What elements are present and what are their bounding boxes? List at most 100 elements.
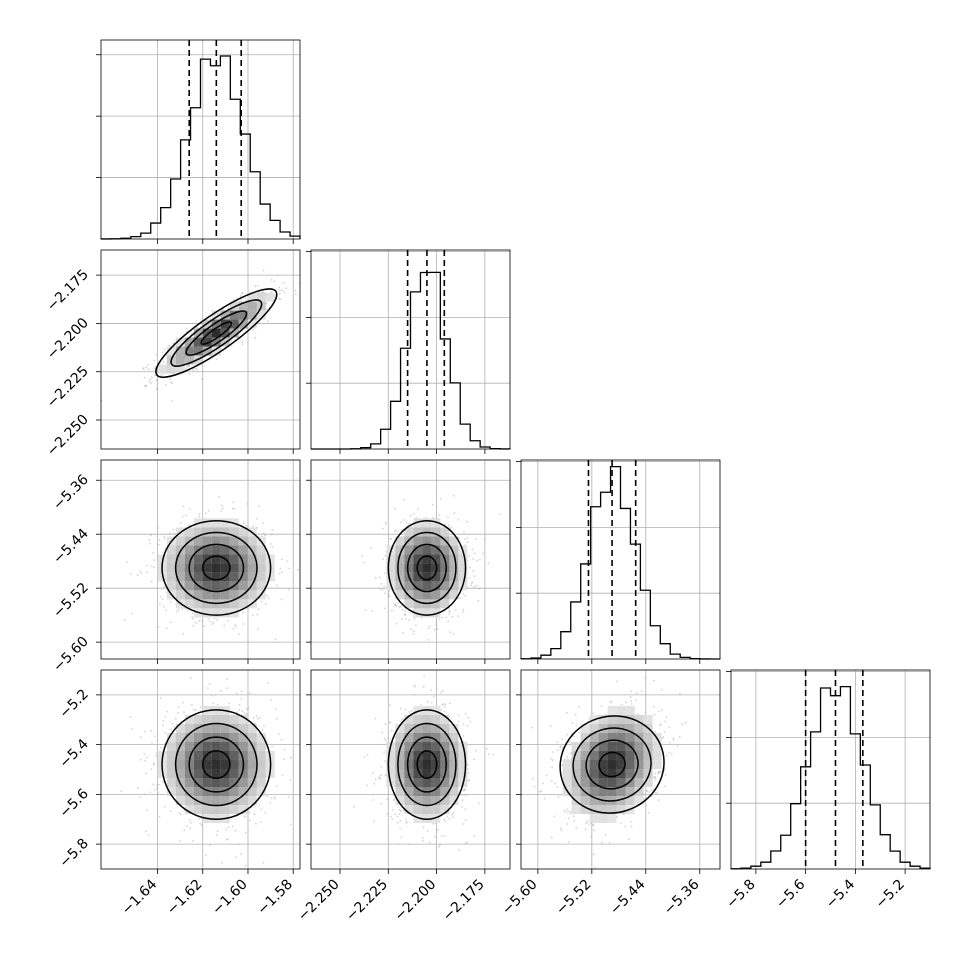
- density-cell: [211, 346, 221, 356]
- sample-point: [262, 269, 265, 272]
- density-cell: [440, 527, 450, 537]
- sample-point: [260, 808, 263, 811]
- density-cell: [211, 608, 221, 618]
- sample-point: [158, 539, 161, 541]
- sample-point: [285, 287, 288, 290]
- sample-point: [227, 826, 230, 829]
- density-cell: [247, 787, 257, 796]
- density-cell: [202, 518, 212, 528]
- sample-point: [384, 739, 387, 742]
- sample-point: [279, 298, 282, 301]
- density-cell: [193, 715, 203, 724]
- density-cell: [404, 599, 414, 609]
- sample-point: [395, 622, 398, 625]
- sample-point: [150, 729, 153, 732]
- density-cell: [220, 310, 230, 320]
- sample-point: [154, 374, 157, 377]
- density-cell: [440, 599, 450, 609]
- sample-point: [468, 577, 471, 579]
- sample-point: [252, 716, 255, 719]
- density-cell: [220, 545, 230, 555]
- sample-point: [145, 571, 148, 574]
- density-cell: [386, 572, 396, 582]
- density-cell: [256, 733, 266, 742]
- panel-frame: [100, 669, 301, 870]
- sample-point: [403, 498, 405, 501]
- sample-point: [441, 616, 443, 619]
- density-cell: [211, 778, 221, 787]
- sample-point: [249, 692, 251, 695]
- sample-point: [153, 559, 155, 561]
- sample-point: [402, 631, 404, 634]
- density-cell: [175, 355, 185, 365]
- sample-point: [410, 709, 413, 712]
- sample-point: [401, 618, 404, 621]
- density-cell: [413, 599, 423, 609]
- density-cell: [229, 787, 239, 796]
- sample-point: [413, 512, 415, 515]
- sample-point: [201, 378, 203, 381]
- panel-frame: [100, 459, 301, 660]
- density-cell: [247, 572, 257, 582]
- density-cell: [202, 590, 212, 600]
- density-cell: [238, 733, 248, 742]
- density-cell: [247, 796, 257, 805]
- sample-point: [252, 525, 255, 528]
- sample-point: [150, 382, 153, 384]
- sample-point: [198, 620, 201, 622]
- sample-point: [380, 582, 383, 585]
- density-cell: [193, 346, 203, 356]
- sample-point: [232, 628, 235, 630]
- sample-point: [267, 597, 270, 600]
- density-cell: [211, 518, 221, 528]
- sample-point: [472, 569, 475, 572]
- contour-level-2: [174, 722, 258, 807]
- sample-point: [163, 535, 166, 538]
- density-cell: [395, 572, 405, 582]
- sample-point: [283, 748, 286, 751]
- sample-point: [439, 844, 441, 846]
- sample-point: [451, 615, 454, 618]
- sample-point: [475, 585, 478, 587]
- sample-point: [266, 320, 269, 322]
- sample-point: [206, 687, 209, 689]
- density-cell: [413, 581, 423, 591]
- sample-point: [453, 512, 456, 515]
- density-cell: [166, 572, 176, 582]
- density-cell: [220, 536, 230, 546]
- sample-point: [361, 555, 363, 558]
- sample-point: [457, 714, 460, 717]
- sample-point: [275, 717, 278, 720]
- sample-point: [145, 385, 148, 388]
- density-cell: [184, 545, 194, 555]
- sample-point: [452, 816, 454, 818]
- sample-point: [457, 518, 460, 521]
- sample-point: [452, 494, 455, 497]
- density-cell: [202, 346, 212, 356]
- sample-point: [264, 534, 266, 537]
- sample-point: [199, 822, 202, 825]
- sample-point: [466, 537, 469, 539]
- density-cell: [238, 742, 248, 751]
- sample-point: [281, 289, 284, 292]
- sample-point: [158, 815, 161, 818]
- sample-point: [445, 616, 448, 619]
- sample-point: [233, 507, 236, 510]
- density-cell: [166, 364, 176, 374]
- sample-point: [448, 609, 451, 612]
- sample-point: [234, 856, 237, 859]
- density-cell: [193, 337, 203, 347]
- sample-point: [378, 587, 381, 590]
- sample-point: [413, 693, 416, 696]
- sample-point: [399, 827, 401, 830]
- sample-point: [198, 513, 201, 516]
- sample-point: [161, 351, 164, 354]
- sample-point: [254, 285, 257, 288]
- sample-point: [255, 517, 258, 520]
- density-cell: [256, 554, 266, 564]
- sample-point: [244, 864, 247, 867]
- sample-point: [452, 632, 455, 635]
- density-cell: [238, 796, 248, 805]
- density-cell: [431, 536, 441, 546]
- sample-point: [394, 507, 397, 510]
